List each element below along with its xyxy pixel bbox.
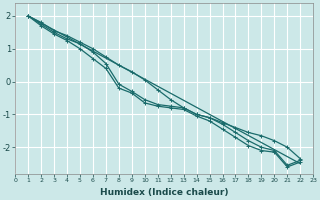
X-axis label: Humidex (Indice chaleur): Humidex (Indice chaleur) [100,188,228,197]
